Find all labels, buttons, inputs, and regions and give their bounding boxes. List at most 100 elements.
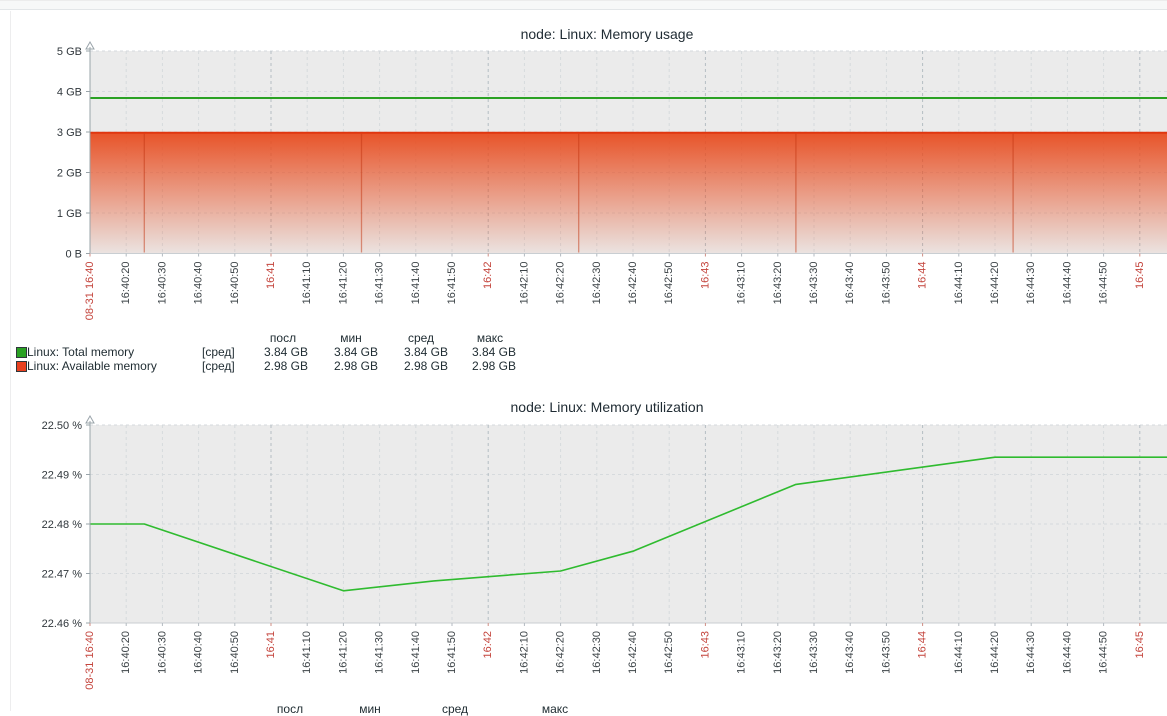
memory-usage-plot[interactable]: 5 GB 4 GB 3 GB 2 GB 1 GB 0 B08-31 16:40 16:40:… — [0, 0, 1167, 380]
x-tick-label: 16:43:20 — [772, 631, 784, 674]
x-tick-label: 16:40:30 — [156, 262, 168, 305]
legend-row: Linux: Total memory [сред] 3.84 GB 3.84 GB 3… — [0, 345, 524, 359]
top-bar — [0, 0, 1167, 10]
x-tick-label: 16:40:50 — [229, 262, 241, 305]
y-tick-label: 22.50 % — [42, 420, 83, 432]
x-tick-label: 16:42 — [482, 262, 494, 290]
x-tick-label: 16:42:20 — [555, 631, 567, 674]
legend-series-label: Linux: Available memory — [27, 359, 157, 373]
x-tick-label: 16:44:30 — [1025, 631, 1037, 674]
x-tick-label: 16:44:10 — [953, 631, 965, 674]
x-tick-label: 16:44:40 — [1061, 262, 1073, 305]
legend-header-row: посл мин сред макс — [0, 702, 610, 716]
y-tick-label: 1 GB — [57, 208, 82, 220]
legend-value: 2.98 GB — [471, 359, 516, 373]
x-tick-label: 16:40:50 — [229, 631, 241, 674]
legend-value: 2.98 GB — [403, 359, 448, 373]
memory-utilization-plot[interactable]: 22.50 % 22.49 % 22.48 % 22.47 % 22.46 %08-31… — [0, 390, 1167, 711]
x-tick-label: 16:43:40 — [844, 262, 856, 305]
legend-value: 3.84 GB — [471, 345, 516, 359]
memory-utilization-title: node: Linux: Memory utilization — [510, 399, 704, 415]
memory-usage-legend: посл мин сред макс Linux: Total memory [сред]… — [0, 331, 524, 373]
legend-header: сред — [441, 702, 469, 716]
x-tick-label: 16:41:30 — [374, 631, 386, 674]
x-tick-label: 16:42 — [482, 631, 494, 659]
x-tick-label: 16:43 — [699, 631, 711, 659]
legend-header: макс — [541, 702, 569, 716]
plot-background — [90, 425, 1167, 623]
x-tick-label: 16:43 — [699, 262, 711, 290]
legend-header: мин — [340, 331, 362, 345]
y-tick-label: 2 GB — [57, 168, 82, 180]
legend-header-row: посл мин сред макс — [0, 331, 524, 345]
legend-header: посл — [269, 331, 297, 345]
legend-value: 2.98 GB — [263, 359, 308, 373]
legend-value: 2.98 GB — [333, 359, 378, 373]
legend-value: 3.84 GB — [333, 345, 378, 359]
y-tick-label: 0 B — [65, 249, 82, 261]
legend-value: 3.84 GB — [263, 345, 308, 359]
x-tick-label: 16:41:50 — [446, 262, 458, 305]
x-tick-label: 16:44:30 — [1025, 262, 1037, 305]
memory-utilization-legend: посл мин сред макс — [0, 702, 610, 716]
x-tick-label: 16:42:40 — [627, 262, 639, 305]
x-tick-label: 16:43:50 — [880, 631, 892, 674]
memory-usage-title: node: Linux: Memory usage — [520, 26, 694, 42]
x-tick-label: 16:42:50 — [663, 631, 675, 674]
x-tick-label: 16:43:30 — [808, 631, 820, 674]
x-tick-label: 16:40:20 — [120, 631, 132, 674]
memory-utilization-chart: node: Linux: Memory utilization 22.50 % 2… — [0, 390, 1167, 716]
x-tick-label: 16:45 — [1134, 262, 1146, 290]
x-tick-label: 16:41:30 — [374, 262, 386, 305]
x-tick-label: 16:40:30 — [156, 631, 168, 674]
y-axis-arrow-icon — [85, 40, 95, 50]
y-axis-arrow-icon — [85, 414, 95, 424]
x-tick-label: 16:40:40 — [193, 631, 205, 674]
y-tick-label: 4 GB — [57, 87, 82, 99]
x-tick-label: 16:44:20 — [989, 262, 1001, 305]
x-tick-label: 16:44:50 — [1098, 631, 1110, 674]
legend-header: макс — [476, 331, 504, 345]
x-tick-label: 16:42:10 — [518, 631, 530, 674]
y-tick-label: 22.47 % — [42, 569, 83, 581]
legend-swatch — [16, 346, 27, 358]
x-tick-label: 16:43:40 — [844, 631, 856, 674]
y-tick-label: 22.49 % — [42, 470, 83, 482]
legend-swatch — [16, 360, 27, 372]
x-tick-label: 16:42:30 — [591, 262, 603, 305]
y-tick-label: 22.48 % — [42, 519, 83, 531]
x-tick-label: 16:41:20 — [337, 631, 349, 674]
x-tick-label: 16:44:50 — [1098, 262, 1110, 305]
x-tick-label: 16:42:20 — [555, 262, 567, 305]
x-tick-label: 16:41:10 — [301, 262, 313, 305]
x-tick-label: 16:41 — [265, 262, 277, 290]
x-tick-label: 16:41:20 — [337, 262, 349, 305]
x-tick-label: 08-31 16:40 — [84, 631, 96, 690]
memory-usage-chart: node: Linux: Memory usage 5 GB 4 GB 3 GB 2 … — [0, 0, 1167, 380]
x-tick-label: 16:44 — [917, 631, 929, 659]
x-tick-label: 16:42:40 — [627, 631, 639, 674]
x-tick-label: 16:43:10 — [736, 262, 748, 305]
x-tick-label: 16:44 — [917, 262, 929, 290]
y-tick-label: 3 GB — [57, 127, 82, 139]
x-tick-label: 16:43:20 — [772, 262, 784, 305]
x-tick-label: 16:45 — [1134, 631, 1146, 659]
x-tick-label: 16:41 — [265, 631, 277, 659]
x-tick-label: 16:41:50 — [446, 631, 458, 674]
x-tick-label: 16:44:20 — [989, 631, 1001, 674]
x-tick-label: 16:41:10 — [301, 631, 313, 674]
legend-row: Linux: Available memory [сред] 2.98 GB 2.98… — [0, 359, 524, 373]
utilization-line — [90, 456, 1167, 592]
x-tick-label: 16:41:40 — [410, 262, 422, 305]
x-tick-label: 16:40:40 — [193, 262, 205, 305]
x-tick-label: 16:42:30 — [591, 631, 603, 674]
x-tick-label: 16:40:20 — [120, 262, 132, 305]
legend-header: сред — [407, 331, 435, 345]
legend-header: мин — [359, 702, 381, 716]
x-tick-label: 08-31 16:40 — [84, 262, 96, 321]
legend-function: [сред] — [202, 345, 235, 359]
available-memory-area — [90, 132, 1167, 254]
legend-value: 3.84 GB — [403, 345, 448, 359]
y-tick-label: 22.46 % — [42, 618, 83, 630]
y-tick-label: 5 GB — [57, 46, 82, 58]
